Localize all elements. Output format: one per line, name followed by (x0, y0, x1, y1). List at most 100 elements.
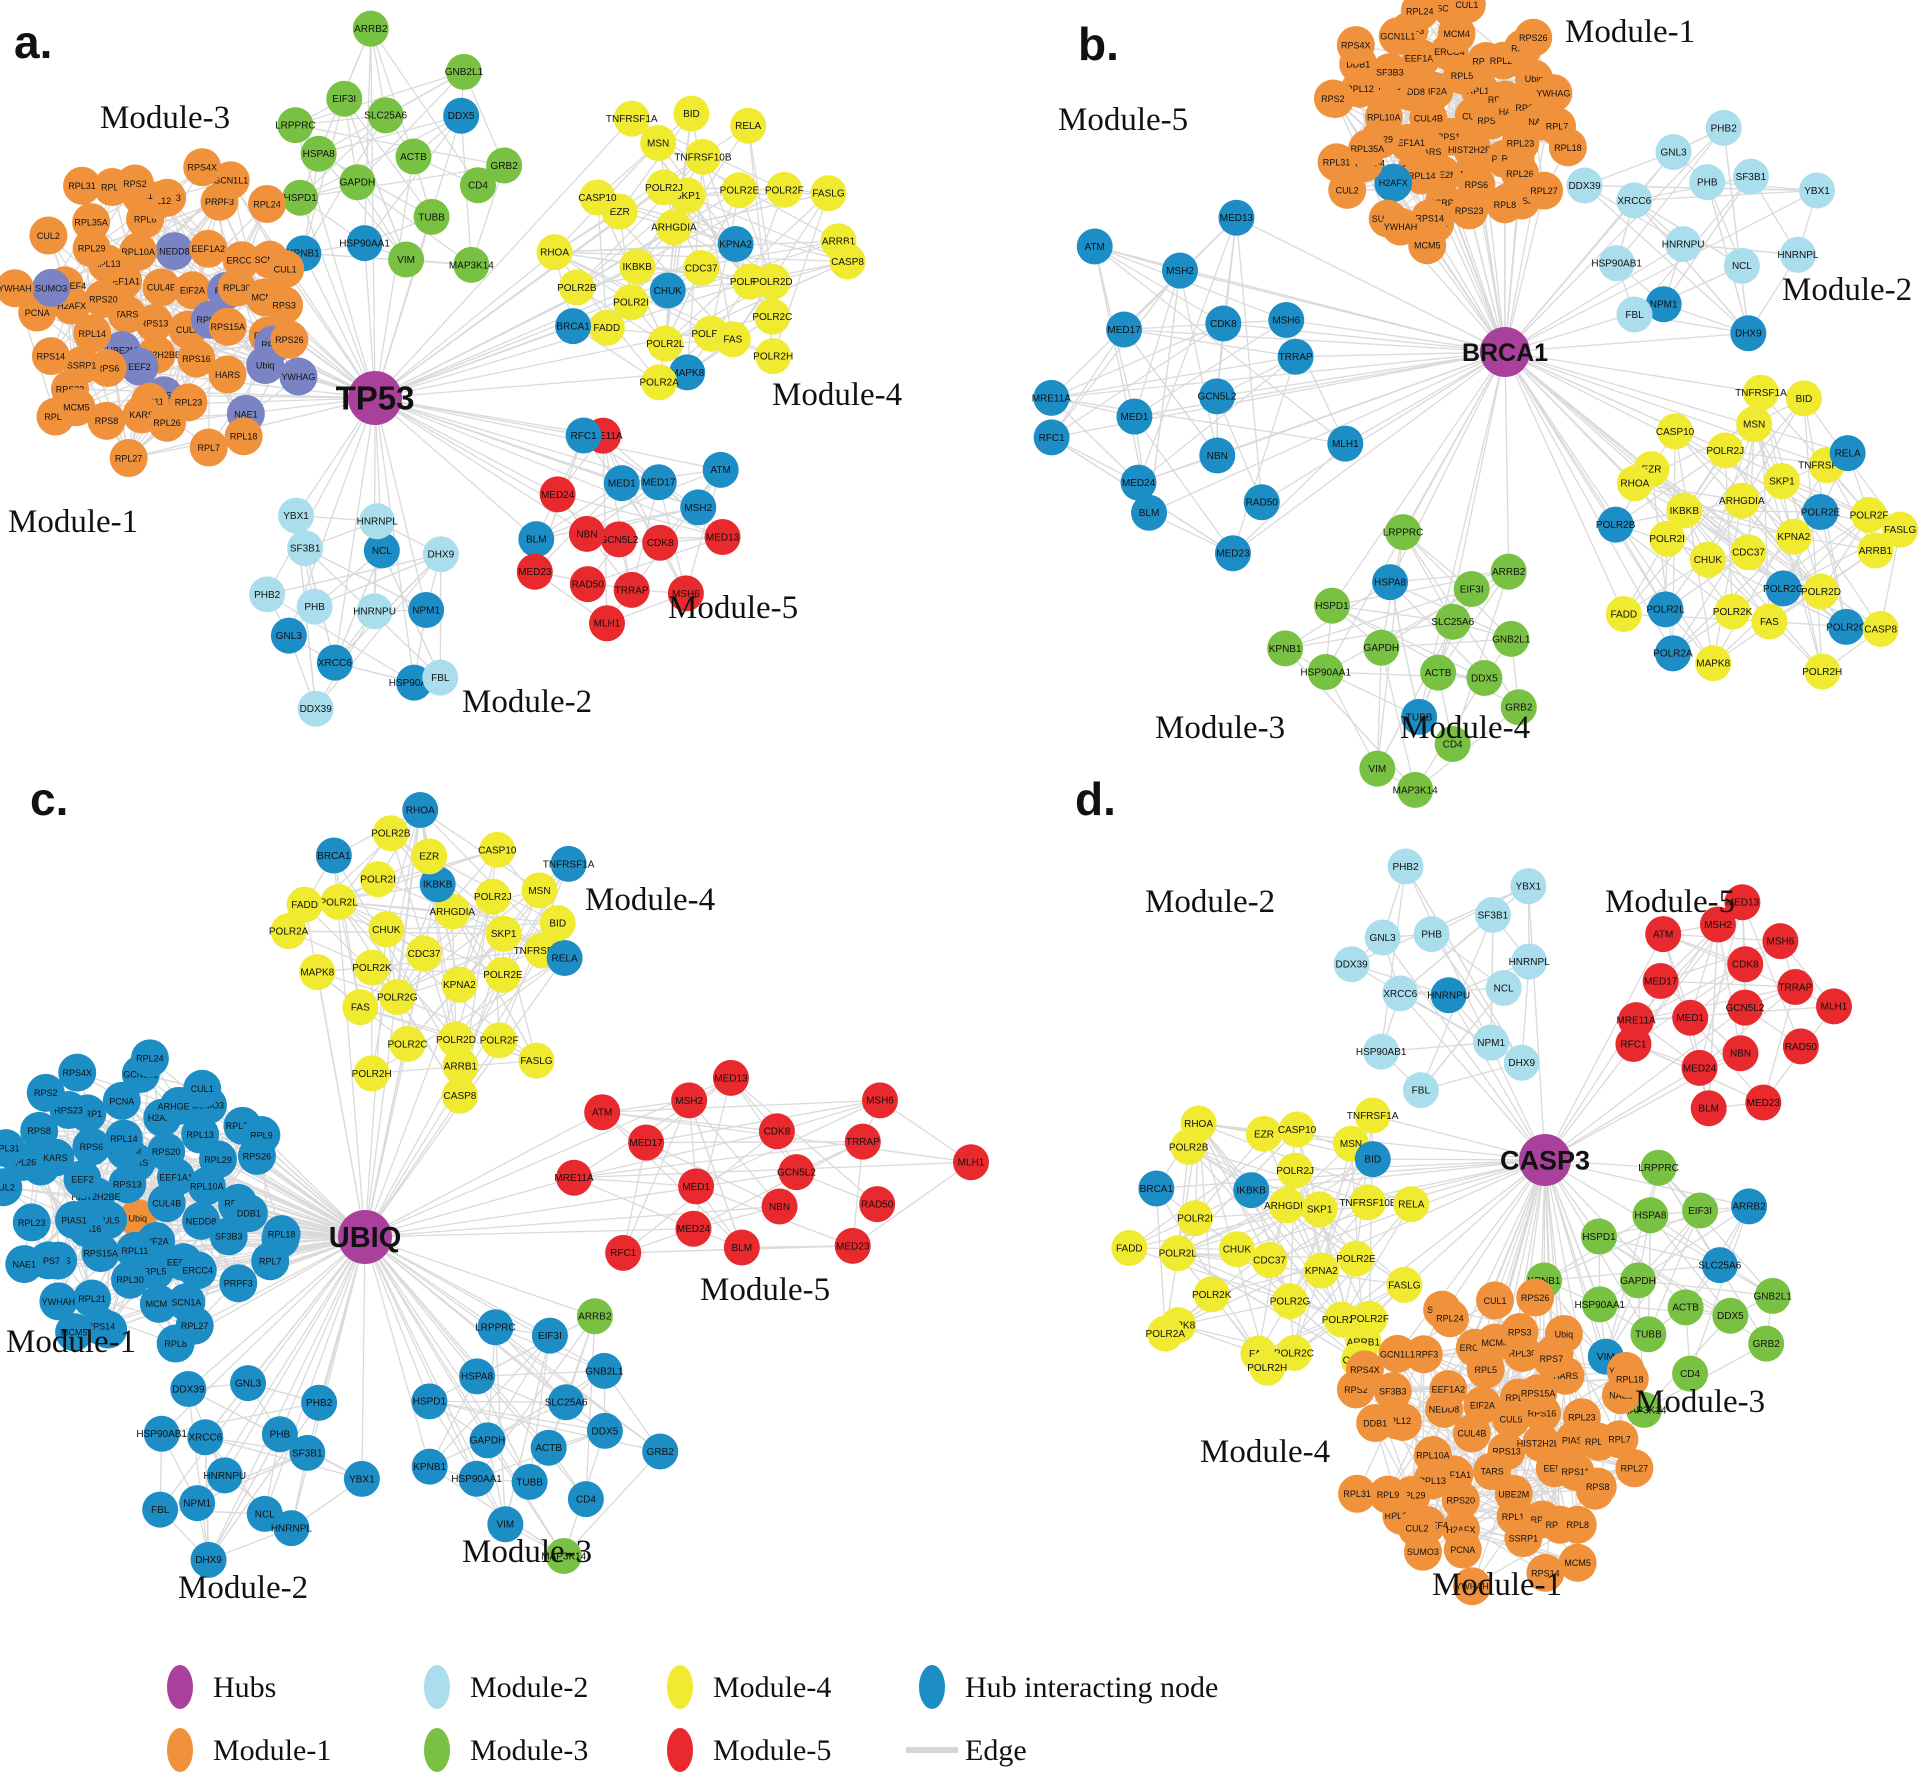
node-FBL[interactable] (1616, 296, 1653, 333)
node-RPS26[interactable] (270, 320, 309, 359)
node-IKBKB[interactable] (1233, 1172, 1270, 1209)
node-DDX5[interactable] (586, 1412, 623, 1449)
node-RPL14[interactable] (1402, 156, 1441, 195)
node-MCM4[interactable] (139, 1284, 178, 1323)
node-RPL26[interactable] (147, 403, 186, 442)
node-MED23[interactable] (1745, 1084, 1782, 1121)
node-YWHAG[interactable] (279, 357, 318, 396)
node-RPL18[interactable] (1610, 1359, 1649, 1398)
node-ARRB2[interactable] (1490, 553, 1527, 590)
node-KPNA2[interactable] (717, 225, 754, 262)
node-TNFRSF10B[interactable] (1349, 1184, 1386, 1221)
node-MAP3K14[interactable] (453, 246, 490, 283)
node-RPL30[interactable] (111, 1260, 150, 1299)
node-POLR2L[interactable] (1647, 591, 1684, 628)
node-RELA[interactable] (546, 940, 583, 977)
node-POLR2G[interactable] (1272, 1283, 1309, 1320)
node-RPL27[interactable] (175, 1306, 214, 1345)
node-YWHAG[interactable] (1534, 74, 1573, 113)
node-POLR2J[interactable] (645, 169, 682, 206)
node-MLH1[interactable] (953, 1144, 990, 1181)
node-MED23[interactable] (516, 553, 553, 590)
node-CHUK[interactable] (649, 272, 686, 309)
node-ARRB2[interactable] (1731, 1188, 1768, 1225)
node-YBX1[interactable] (1799, 172, 1836, 209)
node-SF3B1[interactable] (289, 1434, 326, 1471)
node-POLR2D[interactable] (437, 1021, 474, 1058)
node-HNRNPU[interactable] (206, 1457, 243, 1494)
node-POLR2L[interactable] (320, 883, 357, 920)
node-SKP1[interactable] (1301, 1191, 1338, 1228)
node-CUL2[interactable] (1397, 1509, 1436, 1548)
node-SF3B1[interactable] (1732, 158, 1769, 195)
node-BID[interactable] (673, 95, 710, 132)
node-MED17[interactable] (640, 464, 677, 501)
node-NPM1[interactable] (408, 592, 445, 629)
node-KPNA2[interactable] (441, 966, 478, 1003)
node-YWHAH[interactable] (39, 1282, 78, 1321)
node-KPNB1[interactable] (1267, 630, 1304, 667)
node-POLR2A[interactable] (270, 913, 307, 950)
node-RAD50[interactable] (1782, 1028, 1819, 1065)
node-RPS8[interactable] (20, 1111, 59, 1150)
node-RPS26[interactable] (237, 1136, 276, 1175)
node-RPS20[interactable] (1441, 1481, 1480, 1520)
node-BRCA1[interactable] (315, 837, 352, 874)
node-RPL10A[interactable] (119, 232, 158, 271)
node-PHB[interactable] (1413, 916, 1450, 953)
hub-BRCA1[interactable] (1480, 327, 1530, 377)
node-LRPPRC[interactable] (1385, 514, 1422, 551)
node-MSH6[interactable] (1762, 923, 1799, 960)
node-RPS8[interactable] (87, 401, 126, 440)
node-TNFRSF1A[interactable] (1354, 1097, 1391, 1134)
node-GRB2[interactable] (1748, 1325, 1785, 1362)
node-BLM[interactable] (1690, 1090, 1727, 1127)
node-POLR2J[interactable] (474, 878, 511, 915)
node-GCN1L1[interactable] (1378, 1334, 1417, 1373)
node-PCNA[interactable] (1443, 1530, 1482, 1569)
node-EEF1A2[interactable] (1429, 1370, 1468, 1409)
node-CD4[interactable] (1672, 1355, 1709, 1392)
node-TNFRSF1A[interactable] (1742, 374, 1779, 411)
node-GCN5L2[interactable] (778, 1154, 815, 1191)
node-CDC37[interactable] (1730, 534, 1767, 571)
node-RPL24[interactable] (1430, 1299, 1469, 1338)
node-CDC37[interactable] (406, 935, 443, 972)
node-FAS[interactable] (342, 989, 379, 1026)
node-TNFRSF10B[interactable] (684, 138, 721, 175)
node-RPL27[interactable] (109, 439, 148, 478)
node-HSP90AA1[interactable] (1307, 654, 1344, 691)
node-HNRNPU[interactable] (356, 593, 393, 630)
node-POLR2H[interactable] (755, 338, 792, 375)
node-MSN[interactable] (640, 124, 677, 161)
node-CD4[interactable] (1434, 725, 1471, 762)
node-RPS23[interactable] (1450, 191, 1489, 230)
node-GNL3[interactable] (1364, 919, 1401, 956)
node-RPS20[interactable] (147, 1132, 186, 1171)
node-RPS15A[interactable] (208, 307, 247, 346)
node-POLR2L[interactable] (647, 325, 684, 362)
node-MSH2[interactable] (1161, 252, 1198, 289)
hub-TP53[interactable] (348, 371, 402, 425)
node-RPL31[interactable] (1317, 143, 1356, 182)
node-ATM[interactable] (702, 451, 739, 488)
node-CASP10[interactable] (1657, 413, 1694, 450)
node-RPL29[interactable] (198, 1140, 237, 1179)
node-CD4[interactable] (459, 167, 496, 204)
node-DDX39[interactable] (297, 690, 334, 727)
node-DHX9[interactable] (422, 536, 459, 573)
node-CDK8[interactable] (1727, 946, 1764, 983)
node-POLR2E[interactable] (1337, 1240, 1374, 1277)
node-MLH1[interactable] (1816, 988, 1853, 1025)
node-PHB2[interactable] (1705, 109, 1742, 146)
node-MLH1[interactable] (1327, 425, 1364, 462)
node-RELA[interactable] (730, 107, 767, 144)
node-TNFRSF1A[interactable] (613, 100, 650, 137)
node-PCNA[interactable] (102, 1081, 141, 1120)
node-PIAS1[interactable] (55, 1201, 94, 1240)
node-FADD[interactable] (1111, 1229, 1148, 1266)
node-HSP90AA1[interactable] (346, 225, 383, 262)
node-HSPA8[interactable] (1372, 564, 1409, 601)
node-POLR2D[interactable] (754, 263, 791, 300)
node-POLR2L[interactable] (1159, 1235, 1196, 1272)
